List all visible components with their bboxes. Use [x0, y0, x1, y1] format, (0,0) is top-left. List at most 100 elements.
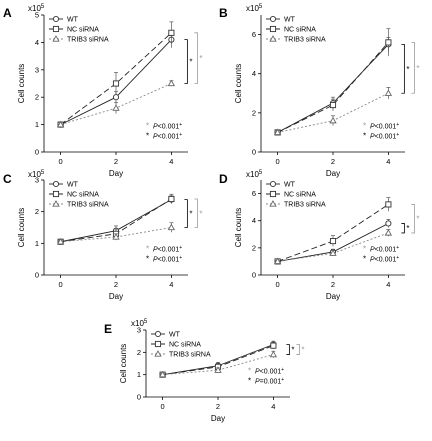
series-line: [60, 227, 172, 243]
x-tick-label: 4: [271, 402, 275, 411]
significance-legend-star: *: [146, 245, 149, 254]
y-tick-label: 1: [35, 239, 39, 248]
legend-label: NC siRNA: [67, 27, 99, 34]
data-point: [56, 120, 65, 128]
series-trib3-sirna: [273, 229, 393, 265]
x-tick-label: 2: [114, 280, 118, 289]
significance-bracket: [401, 43, 405, 94]
y-tick-label: 6: [252, 189, 256, 198]
y-tick-label: 1: [35, 120, 39, 129]
significance-bracket: [411, 42, 415, 94]
significance-star-filled: *: [189, 210, 192, 219]
y-scale-factor: x105: [246, 4, 263, 13]
significance-legend-label: P<0.001+: [153, 122, 182, 131]
y-axis-label: Cell counts: [234, 208, 243, 248]
y-scale-factor: x105: [28, 4, 45, 13]
significance-star-filled: *: [406, 224, 409, 233]
legend-marker: [269, 180, 277, 188]
series-line: [277, 42, 389, 133]
legend-marker: [154, 350, 162, 357]
significance-legend-label: P<0.001+: [370, 245, 399, 254]
data-point: [112, 80, 120, 87]
significance-star-open: *: [416, 215, 419, 224]
x-axis-label: Day: [326, 292, 340, 301]
legend-label: WT: [67, 17, 79, 24]
y-tick-label: 5: [35, 11, 39, 20]
data-point: [273, 257, 282, 265]
data-point: [112, 233, 120, 240]
significance-legend-star: *: [248, 377, 251, 386]
significance-bracket: [286, 344, 290, 355]
y-tick-label: 0: [252, 271, 256, 280]
panel-letter: C: [3, 172, 12, 186]
y-scale-factor: x105: [28, 170, 45, 179]
y-scale-factor: x105: [246, 170, 263, 179]
x-tick-label: 2: [331, 280, 335, 289]
significance-legend-star: *: [248, 367, 251, 376]
x-axis-label: Day: [211, 414, 225, 423]
data-point: [329, 101, 337, 109]
series-line: [162, 354, 274, 376]
data-point: [384, 229, 393, 236]
legend-marker: [52, 200, 60, 207]
data-point: [167, 79, 176, 87]
x-tick-label: 0: [59, 280, 63, 289]
y-tick-label: 4: [252, 216, 256, 225]
significance-legend-star: *: [363, 255, 366, 264]
panel-letter: E: [104, 322, 112, 336]
significance-legend-star: *: [363, 122, 366, 131]
legend-label: WT: [169, 332, 181, 339]
data-point: [167, 223, 176, 231]
significance-bracket: [194, 198, 198, 228]
y-scale-factor: x105: [131, 319, 148, 328]
y-tick-label: 0: [35, 148, 39, 157]
legend-label: WT: [284, 17, 296, 24]
significance-legend-star: *: [363, 245, 366, 254]
panel-letter: D: [219, 172, 228, 186]
y-tick-label: 3: [35, 176, 39, 185]
x-axis-label: Day: [109, 292, 123, 301]
significance-bracket: [411, 204, 415, 234]
x-tick-label: 4: [169, 280, 173, 289]
y-tick-label: 2: [35, 207, 39, 216]
data-point: [168, 195, 175, 203]
x-tick-label: 0: [276, 157, 280, 166]
x-tick-label: 4: [386, 157, 390, 166]
panel-letter: B: [219, 6, 228, 20]
significance-bracket: [184, 39, 188, 84]
x-tick-label: 4: [169, 157, 173, 166]
legend-marker: [154, 330, 162, 338]
significance-legend-star: *: [146, 132, 149, 141]
significance-star-open: *: [199, 209, 202, 218]
significance-legend-label: P<0.001+: [153, 245, 182, 254]
significance-star-open: *: [199, 54, 202, 63]
legend-marker: [52, 15, 60, 23]
legend-label: TRIB3 siRNA: [67, 202, 109, 209]
y-tick-label: 3: [35, 65, 39, 74]
y-tick-label: 3: [137, 326, 141, 335]
x-axis-label: Day: [326, 169, 340, 178]
data-point: [168, 29, 175, 36]
y-tick-label: 2: [35, 93, 39, 102]
data-point: [329, 249, 337, 256]
series-trib3-sirna: [56, 222, 176, 245]
legend-marker: [52, 25, 60, 33]
significance-star-open: *: [416, 64, 419, 73]
data-point: [112, 104, 120, 111]
y-axis-label: Cell counts: [17, 64, 26, 104]
significance-legend-star: *: [363, 132, 366, 141]
data-point: [56, 237, 65, 245]
significance-bracket: [184, 199, 188, 228]
legend-label: NC siRNA: [284, 192, 316, 199]
legend-marker: [269, 35, 277, 42]
significance-legend-label: P<0.001+: [370, 122, 399, 131]
significance-star-open: *: [301, 346, 304, 355]
legend-marker: [269, 200, 277, 207]
y-tick-label: 0: [35, 271, 39, 280]
significance-star-filled: *: [406, 65, 409, 74]
legend-label: NC siRNA: [284, 27, 316, 34]
